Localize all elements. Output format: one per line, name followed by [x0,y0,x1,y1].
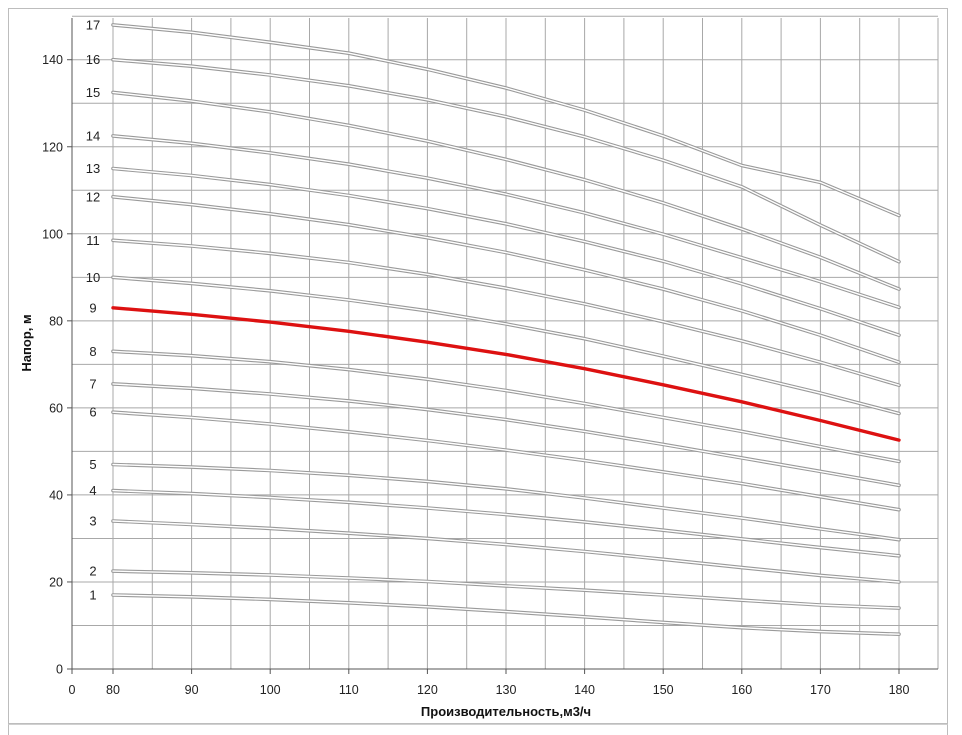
curve-label-13: 13 [86,161,100,176]
x-tick-label: 120 [417,683,438,697]
y-tick-label: 100 [42,227,63,241]
series-line-6 [112,411,900,511]
y-tick-label: 80 [49,314,63,328]
y-tick-label: 40 [49,488,63,502]
curve-label-9: 9 [89,300,96,315]
series-line-17 [112,24,900,217]
series-lines [111,23,901,637]
curve-label-17: 17 [86,17,100,32]
x-tick-label: 130 [496,683,517,697]
curve-label-2: 2 [89,564,96,579]
curve-label-12: 12 [86,189,100,204]
x-tick-label: 150 [653,683,674,697]
curve-label-15: 15 [86,85,100,100]
series-line-12 [112,196,900,363]
series-line-10 [112,276,900,415]
y-tick-label: 20 [49,575,63,589]
curve-label-3: 3 [89,514,96,529]
series-line-8 [112,350,900,463]
curve-label-11: 11 [86,233,100,248]
y-tick-label: 120 [42,140,63,154]
curve-label-8: 8 [89,344,96,359]
series-line-1 [112,594,900,635]
series-line-13 [112,167,900,336]
y-tick-label: 0 [56,663,63,677]
curve-label-4: 4 [89,483,96,498]
series-line-9 [111,306,901,442]
series-line-11 [112,239,900,386]
curve-label-6: 6 [89,405,96,420]
grid-lines [72,15,939,669]
x-axis-title: Производительность,м3/ч [421,704,591,719]
y-tick-label: 140 [42,53,63,67]
curve-label-5: 5 [89,457,96,472]
x-tick-label: 110 [339,683,359,697]
series-line-4 [112,489,900,557]
series-line-5 [112,463,900,541]
curve-label-10: 10 [86,270,100,285]
x-tick-label: 90 [185,683,199,697]
curve-label-14: 14 [86,128,100,143]
curve-label-16: 16 [86,52,100,67]
curve-label-1: 1 [89,588,96,603]
x-tick-label: 180 [889,683,910,697]
series-line-15 [112,91,900,290]
x-tick-label: 140 [574,683,595,697]
x-tick-label: 80 [106,683,120,697]
series-line-3 [112,520,900,583]
x-tick-label: 100 [260,683,281,697]
x-tick-label: 0 [69,683,76,697]
y-axis-title: Напор, м [19,314,34,371]
x-tick-label: 160 [731,683,752,697]
series-line-14 [112,135,900,308]
curve-label-7: 7 [89,376,96,391]
series-line-16 [112,59,900,263]
series-line-7 [112,383,900,486]
bottom-divider [8,724,948,735]
series-line-2 [112,570,900,609]
y-tick-label: 60 [49,401,63,415]
x-tick-label: 170 [810,683,831,697]
